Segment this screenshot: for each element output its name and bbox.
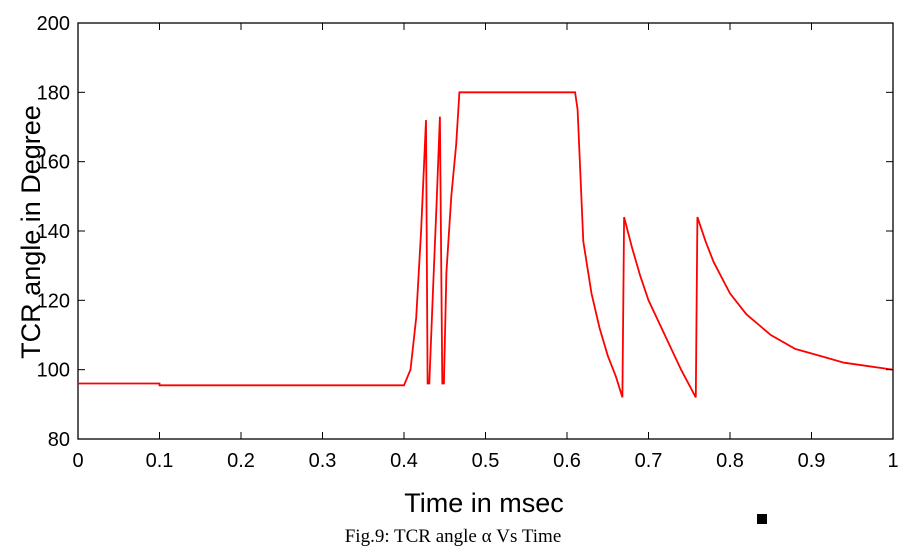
x-tick-label: 0.4 bbox=[390, 450, 418, 472]
x-tick-label: 0.3 bbox=[309, 450, 337, 472]
y-tick-label: 80 bbox=[48, 429, 70, 451]
x-tick-label: 1 bbox=[887, 450, 898, 472]
y-tick-label: 160 bbox=[37, 152, 70, 174]
plot-area bbox=[77, 22, 894, 440]
x-tick-label: 0.2 bbox=[227, 450, 255, 472]
y-tick-label: 140 bbox=[37, 221, 70, 243]
y-tick-label: 180 bbox=[37, 82, 70, 104]
x-tick-label: 0.5 bbox=[472, 450, 500, 472]
x-tick-label: 0 bbox=[72, 450, 83, 472]
plot-frame bbox=[77, 22, 894, 440]
figure-caption: Fig.9: TCR angle α Vs Time bbox=[344, 526, 562, 547]
square-marker bbox=[757, 514, 767, 524]
y-axis-title: TCR angle in Degree bbox=[16, 105, 46, 359]
y-tick-label: 100 bbox=[37, 360, 70, 382]
x-tick-label: 0.1 bbox=[146, 450, 174, 472]
y-tick-label: 120 bbox=[37, 290, 70, 312]
line-chart: 0 0.1 0.2 0.3 0.4 0.5 0.6 0.7 0.8 0.9 180100120140… bbox=[16, 13, 899, 518]
x-tick-label: 0.6 bbox=[553, 450, 581, 472]
x-tick-label: 0.7 bbox=[635, 450, 663, 472]
x-tick-label: 0.9 bbox=[798, 450, 826, 472]
series-line bbox=[78, 91, 894, 398]
axis-ticks: 0 0.1 0.2 0.3 0.4 0.5 0.6 0.7 0.8 0.9 180100120140… bbox=[37, 13, 899, 472]
y-tick-label: 200 bbox=[37, 13, 70, 35]
x-tick-label: 0.8 bbox=[716, 450, 744, 472]
x-axis-title: Time in msec bbox=[404, 488, 564, 518]
